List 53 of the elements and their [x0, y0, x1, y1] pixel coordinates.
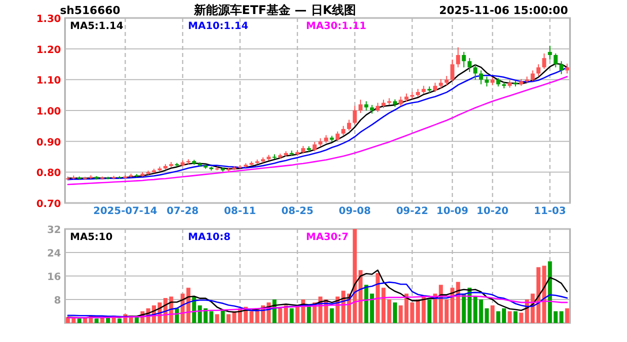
bar	[118, 318, 122, 323]
bar	[330, 308, 334, 323]
bar	[519, 312, 524, 323]
text: MA10:1.14	[188, 21, 248, 32]
bar	[427, 300, 432, 323]
bar	[209, 311, 214, 323]
text: MA5:1.14	[70, 21, 124, 32]
bar	[490, 305, 495, 324]
bar	[508, 311, 512, 323]
y-tick-label: 1.20	[36, 44, 62, 56]
bar	[134, 317, 139, 324]
bar	[290, 308, 294, 323]
bar	[513, 311, 518, 323]
chart-subtitle: sh516660	[60, 4, 121, 17]
bar	[278, 308, 282, 323]
x-tick-label: 08-11	[224, 206, 256, 217]
x-tick-label: 11-03	[534, 206, 566, 217]
y-tick-label: 32	[47, 225, 62, 236]
bar	[398, 305, 403, 324]
bar	[77, 318, 82, 323]
y-tick-label: 1.00	[36, 106, 62, 118]
text: 2025-11-06 15:00:00	[439, 4, 568, 17]
x-tick-label: 2025-07-14	[93, 206, 158, 217]
y-tick-label: 0.90	[36, 137, 62, 148]
text: MA30:7	[306, 232, 349, 243]
y-tick-label: 0.70	[36, 199, 62, 210]
y-tick-label: 16	[47, 272, 62, 283]
bar	[484, 308, 489, 323]
bar	[559, 311, 564, 323]
y-tick-label: 24	[47, 248, 62, 260]
x-tick-label: 09-08	[338, 206, 371, 217]
y-tick-label: 1.10	[36, 76, 62, 87]
bar	[94, 318, 99, 323]
x-tick-label: 09-22	[396, 206, 428, 217]
y-tick-label: 0.80	[36, 168, 62, 180]
bar	[226, 314, 231, 323]
text: MA5:10	[70, 232, 113, 243]
bar	[215, 314, 220, 323]
bar	[392, 302, 397, 323]
x-tick-label: 07-28	[166, 206, 199, 217]
bar	[565, 308, 570, 323]
y-tick-label: 1.30	[36, 14, 62, 25]
x-tick-label: 10-09	[436, 206, 468, 217]
bar	[306, 305, 311, 324]
text: MA30:1.11	[306, 21, 366, 32]
text: MA10:8	[188, 232, 231, 243]
bar	[220, 310, 225, 323]
bar	[433, 294, 438, 324]
bar	[284, 305, 288, 324]
chart-title: 新能源车ETF基金 — 日K线图	[192, 3, 356, 17]
x-tick-label: 08-25	[281, 206, 314, 217]
y-tick-label: 8	[54, 296, 62, 306]
x-tick-label: 10-20	[476, 206, 509, 217]
